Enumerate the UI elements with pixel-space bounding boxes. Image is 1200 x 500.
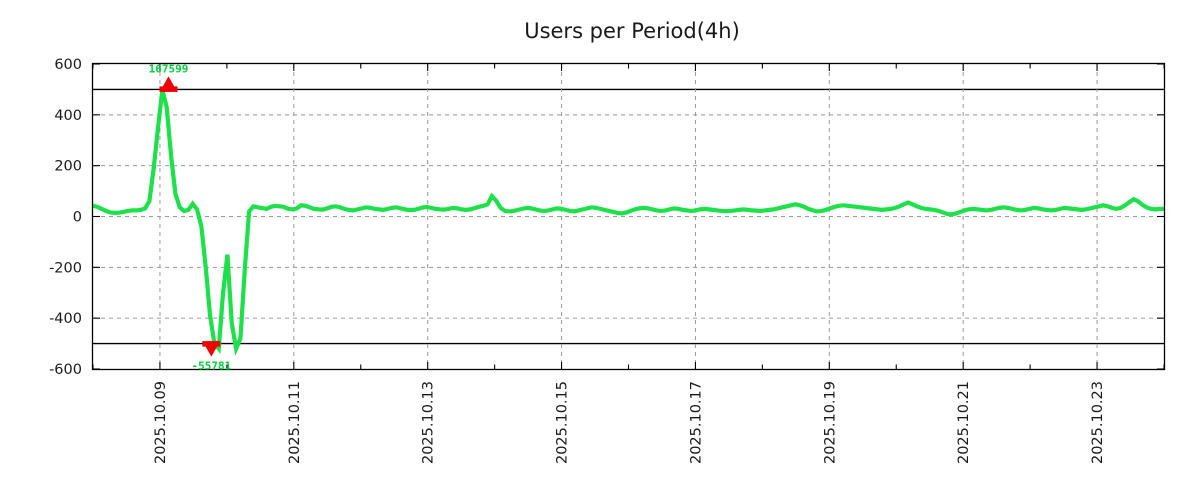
x-tick-label: 2025.10.09 <box>153 381 169 464</box>
y-tick-label: 400 <box>54 108 82 124</box>
triangle-down-icon <box>203 342 220 357</box>
min-annotation: -55781 <box>191 341 232 373</box>
y-tick-label: -600 <box>49 362 82 378</box>
chart-title: Users per Period(4h) <box>524 19 740 43</box>
annotations-group: 167599 -55781 <box>149 62 232 372</box>
gridlines-group <box>93 114 1164 319</box>
y-tick-label: -200 <box>49 260 82 276</box>
y-tick-label: -400 <box>49 311 82 327</box>
x-tick-label: 2025.10.17 <box>688 381 704 464</box>
x-tick-label: 2025.10.13 <box>421 381 437 464</box>
y-tick-label: 600 <box>54 57 82 73</box>
x-tick-label: 2025.10.23 <box>1090 381 1106 464</box>
y-tick-label: 0 <box>73 210 82 226</box>
series-line <box>92 89 1164 357</box>
max-value-label: 167599 <box>149 62 189 75</box>
x-tick-label: 2025.10.15 <box>555 381 571 464</box>
limit-lines-group <box>93 88 1164 345</box>
x-tick-label: 2025.10.21 <box>956 381 972 464</box>
max-annotation: 167599 <box>149 62 189 92</box>
x-axis-ticks-group: 2025.10.09 2025.10.11 2025.10.13 2025.10.15… <box>92 64 1165 464</box>
y-axis-ticks-group: 600 400 200 0 -200 -400 -600 <box>49 57 1164 378</box>
x-tick-label: 2025.10.19 <box>822 381 838 464</box>
y-tick-label: 200 <box>54 159 82 175</box>
data-series-group <box>92 89 1164 357</box>
x-tick-label: 2025.10.11 <box>287 381 303 464</box>
min-value-label: -55781 <box>191 360 231 373</box>
plot-frame <box>91 62 1166 371</box>
triangle-up-icon <box>160 76 177 91</box>
